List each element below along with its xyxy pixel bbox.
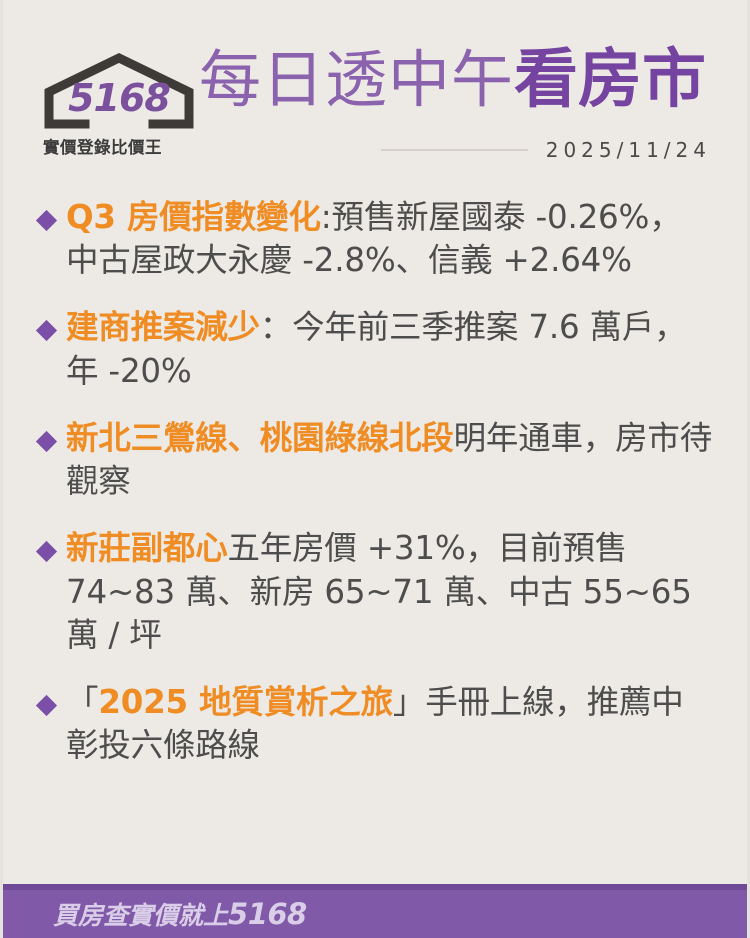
title-light-part: 每日透中午 [199,43,515,116]
bullet-rest: :預售新屋國泰 -0.26%，中古屋政大永慶 -2.8%、信義 +2.64% [66,198,682,280]
bullet-text: 新北三鶯線、桃園綠線北段明年通車，房市待觀察 [66,417,713,503]
diamond-bullet-icon [35,541,58,563]
bullet-text: Q3 房價指數變化:預售新屋國泰 -0.26%，中古屋政大永慶 -2.8%、信義… [66,196,713,282]
bullet-text: 「2025 地質賞析之旅」手冊上線，推薦中彰投六條路線 [66,681,713,767]
bullet-text: 新莊副都心五年房價 +31%，目前預售 74~83 萬、新房 65~71 萬、中… [66,527,713,657]
bullet-rest: 明年通車，房市待觀察 [66,418,713,501]
bullet-highlight: 新北三鶯線、桃園綠線北段 [66,418,454,457]
bullet-highlight: 建商推案減少 [66,308,260,347]
bullet-rest: ：今年前三季推案 7.6 萬戶，年 -20% [66,308,687,390]
bullet-text: 建商推案減少：今年前三季推案 7.6 萬戶，年 -20% [66,306,713,392]
footer-tagline-text: 買房查實價就上 [53,901,229,930]
bullet-rest: 」手冊上線，推薦中彰投六條路線 [66,682,684,765]
house-outline-icon [43,52,195,130]
brand-logo[interactable]: 5168 實價登錄比價王 [43,52,203,158]
footer-bar: 買房查實價就上5168 [3,884,747,938]
footer-tagline: 買房查實價就上5168 [53,896,307,932]
diamond-bullet-icon [35,209,58,232]
logo-number: 5168 [68,76,171,120]
bullet-highlight: 2025 地質賞析之旅 [98,682,393,721]
diamond-bullet-icon [35,694,58,717]
diamond-bullet-icon [35,430,58,452]
page-title: 每日透中午看房市 [199,48,706,112]
logo-subtitle: 實價登錄比價王 [43,138,162,157]
header: 5168 實價登錄比價王 每日透中午看房市 2025/11/24 [3,0,747,175]
bullet-highlight: 新莊副都心 [66,529,228,568]
footer-brand: 5168 [228,897,307,931]
list-item: 建商推案減少：今年前三季推案 7.6 萬戶，年 -20% [35,306,713,392]
list-item: 「2025 地質賞析之旅」手冊上線，推薦中彰投六條路線 [35,681,713,767]
diamond-bullet-icon [35,320,58,342]
title-bold-part: 看房市 [514,43,707,117]
date-divider [381,149,528,151]
list-item: 新北三鶯線、桃園綠線北段明年通車，房市待觀察 [35,417,713,503]
date-row: 2025/11/24 [381,138,711,162]
bullet-rest: 五年房價 +31%，目前預售 74~83 萬、新房 65~71 萬、中古 55~… [66,529,692,654]
list-item: 新莊副都心五年房價 +31%，目前預售 74~83 萬、新房 65~71 萬、中… [35,527,713,657]
bullet-prefix: 「 [66,682,99,721]
list-item: Q3 房價指數變化:預售新屋國泰 -0.26%，中古屋政大永慶 -2.8%、信義… [35,196,713,282]
bullet-list: Q3 房價指數變化:預售新屋國泰 -0.26%，中古屋政大永慶 -2.8%、信義… [3,196,747,767]
date-text: 2025/11/24 [545,138,711,162]
bullet-highlight: Q3 房價指數變化 [66,198,321,236]
